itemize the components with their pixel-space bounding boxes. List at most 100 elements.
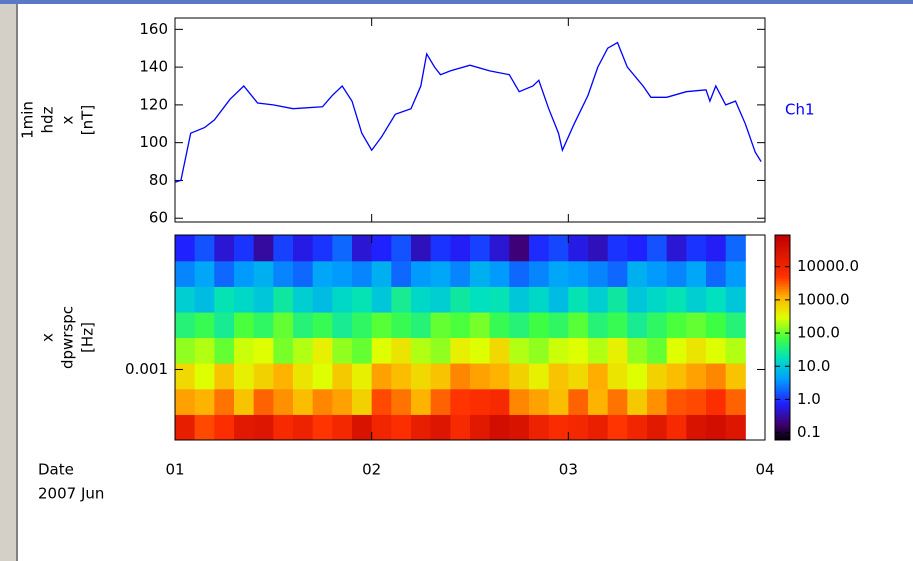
spectrogram-cell: [450, 337, 470, 363]
spectrogram-cell: [627, 261, 647, 287]
spectrogram-cell: [431, 389, 451, 415]
spectrogram-cell: [431, 363, 451, 389]
spectrogram-cell: [431, 414, 451, 440]
spectrogram-cell: [627, 312, 647, 338]
spectrogram-cell: [352, 389, 372, 415]
spectrogram-cell: [549, 286, 569, 312]
spectrogram-cell: [195, 363, 215, 389]
spectrogram-cell: [450, 389, 470, 415]
spectrogram-cell: [509, 261, 529, 287]
spectrogram-cell: [214, 261, 234, 287]
spectrogram-cell: [470, 389, 490, 415]
spectrogram-cell: [175, 261, 195, 287]
spectrogram-cell: [411, 337, 431, 363]
spectrogram-cell: [549, 235, 569, 261]
spectrogram-cell: [195, 286, 215, 312]
spectrogram-cell: [509, 312, 529, 338]
spectrogram-cell: [411, 363, 431, 389]
spectrogram-cell: [627, 286, 647, 312]
spectrogram-cell: [608, 261, 628, 287]
y-tick-label: 160: [139, 20, 168, 38]
x-tick-label: 03: [559, 461, 578, 479]
y-tick-label: 80: [149, 171, 168, 189]
spectrogram-cell: [706, 414, 726, 440]
spectrogram-cell: [608, 235, 628, 261]
spectrogram-cell: [686, 337, 706, 363]
spectrogram-cell: [588, 414, 608, 440]
spectrogram-cell: [391, 261, 411, 287]
spectrogram-cell: [726, 261, 746, 287]
spectrogram-cell: [372, 363, 392, 389]
spectrogram-cell: [667, 363, 687, 389]
y-axis-label: 1min: [19, 101, 37, 139]
spectrogram-cell: [588, 286, 608, 312]
spectrogram-cell: [332, 261, 352, 287]
spectrogram-cell: [411, 389, 431, 415]
spectrogram-cell: [332, 337, 352, 363]
spectrogram-cell: [529, 389, 549, 415]
spectrogram-cell: [411, 312, 431, 338]
spectrogram-cell: [529, 337, 549, 363]
spectrogram-cell: [254, 337, 274, 363]
spectrogram-cell: [313, 337, 333, 363]
spectrogram-cell: [293, 363, 313, 389]
spectrogram-cell: [627, 337, 647, 363]
spectrogram-cell: [352, 337, 372, 363]
spectrogram-cell: [195, 337, 215, 363]
spectrogram-cell: [391, 337, 411, 363]
spectrogram-cell: [647, 286, 667, 312]
spectrogram-cell: [313, 389, 333, 415]
spectrogram-cell: [549, 414, 569, 440]
spectrogram-cell: [686, 261, 706, 287]
spectrogram-cell: [254, 363, 274, 389]
spectrogram-cell: [588, 312, 608, 338]
spectrogram-cell: [647, 337, 667, 363]
spectrogram-cell: [588, 337, 608, 363]
spectrogram-cell: [647, 261, 667, 287]
spectrogram-cell: [726, 389, 746, 415]
spectrogram-cell: [195, 261, 215, 287]
x-tick-label: 04: [755, 461, 774, 479]
spectrogram-cell: [726, 312, 746, 338]
spectrogram-cell: [352, 261, 372, 287]
colorbar-tick-label: 0.1: [797, 423, 821, 441]
spectrogram-cell: [686, 235, 706, 261]
spectrogram-cell: [726, 235, 746, 261]
spectrogram-cell: [706, 261, 726, 287]
spectrogram-cell: [608, 363, 628, 389]
spectrogram-cell: [509, 414, 529, 440]
spectrogram-cell: [470, 363, 490, 389]
spectrogram-cell: [431, 337, 451, 363]
spectrogram-cell: [549, 363, 569, 389]
y-tick-label: 60: [149, 209, 168, 227]
spectrogram-cell: [588, 261, 608, 287]
spectrogram-cell: [175, 414, 195, 440]
colorbar-tick-label: 1000.0: [797, 290, 850, 308]
spectrogram-cell: [332, 312, 352, 338]
spectrogram-cell: [450, 414, 470, 440]
spectrogram-cell: [332, 363, 352, 389]
spectrogram-cell: [568, 261, 588, 287]
colorbar-tick-label: 10.0: [797, 357, 830, 375]
colorbar-tick-label: 10000.0: [797, 257, 859, 275]
spectrogram-cell: [332, 389, 352, 415]
x-axis-label: 2007 Jun: [38, 485, 104, 503]
spectrogram-cell: [608, 414, 628, 440]
spectrogram-cell: [667, 235, 687, 261]
spectrogram-cell: [529, 235, 549, 261]
spectrogram-cell: [273, 235, 293, 261]
spectrogram-cell: [588, 363, 608, 389]
spectrogram-cell: [568, 363, 588, 389]
spectrogram-cell: [411, 235, 431, 261]
y-tick-label: 100: [139, 133, 168, 151]
spectrogram-cell: [293, 235, 313, 261]
spectrogram-cell: [431, 286, 451, 312]
spectrogram-cell: [470, 286, 490, 312]
spectrogram-cell: [686, 363, 706, 389]
spectrogram-cell: [175, 337, 195, 363]
spectrogram-cell: [568, 235, 588, 261]
spectrogram-cell: [647, 235, 667, 261]
spectrogram-cell: [313, 312, 333, 338]
y-axis-label: [nT]: [79, 105, 97, 135]
spectrogram-cell: [667, 389, 687, 415]
